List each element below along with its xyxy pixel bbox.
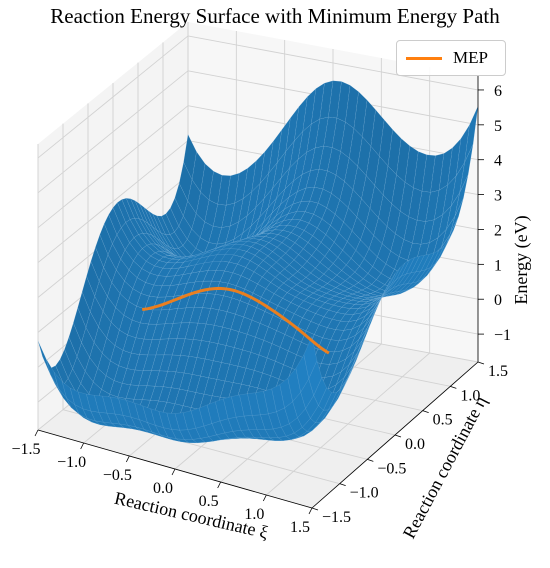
eta-tick-label: −1.5	[322, 509, 351, 526]
xi-tick-labels: −1.5 −1.0 −0.5 0.0 0.5 1.0 1.5	[11, 429, 313, 536]
xi-tick-mark	[34, 429, 39, 437]
surface-facet	[395, 259, 410, 280]
chart-title: Reaction Energy Surface with Minimum Ene…	[50, 4, 500, 28]
energy-tick-labels: −1 0 1 2 3 4 5 6	[478, 83, 511, 344]
xi-tick-label: 1.5	[290, 519, 310, 536]
xi-tick-label: −1.0	[57, 454, 86, 471]
xi-tick-mark	[262, 494, 267, 502]
eta-tick-label: 1.0	[460, 387, 480, 404]
xi-tick-mark	[125, 455, 130, 463]
grid-left-z	[37, 105, 189, 229]
surface-facet	[303, 335, 318, 380]
energy-axis-label: Energy (eV)	[511, 215, 532, 304]
surface-facet	[459, 144, 474, 193]
legend-swatch-mep	[406, 57, 442, 60]
energy-tick-label: 2	[494, 222, 502, 239]
energy-tick-label: 3	[494, 188, 502, 205]
mep-line	[142, 286, 330, 355]
legend-label-mep: MEP	[453, 48, 488, 67]
xi-tick-mark	[80, 442, 85, 450]
surface-facet	[449, 198, 464, 235]
energy-tick-label: 4	[494, 153, 502, 170]
surface-facet	[381, 273, 396, 298]
grid-left-z	[37, 35, 189, 159]
eta-tick-label: 1.5	[488, 363, 508, 380]
eta-tick-mark	[450, 385, 457, 389]
eta-tick-mark	[311, 507, 319, 511]
eta-tick-label: −0.5	[377, 460, 406, 477]
surface-facet	[435, 239, 449, 264]
grid-left-z	[37, 140, 189, 263]
surface-facet	[415, 254, 430, 273]
energy-tick-label: −1	[494, 327, 511, 344]
surface-facet	[347, 348, 361, 378]
grid-left-z	[37, 70, 189, 194]
surface-facet	[425, 250, 440, 271]
surface-facet	[367, 300, 381, 328]
surface-facet	[430, 246, 444, 268]
xi-tick-label: −1.5	[11, 441, 40, 458]
eta-tick-mark	[367, 458, 374, 462]
xi-tick-label: 0.0	[153, 480, 173, 497]
eta-tick-label: −1.0	[350, 485, 379, 502]
eta-tick-mark	[477, 361, 485, 365]
grid-back-z	[187, 35, 479, 91]
eta-tick-mark	[422, 410, 429, 414]
energy-tick-label: 6	[494, 83, 502, 100]
eta-tick-mark	[394, 434, 402, 438]
surface-facet	[410, 254, 425, 273]
mep-path	[142, 286, 330, 355]
surface-facet	[371, 290, 386, 317]
xi-tick-mark	[217, 481, 222, 489]
energy-tick-label: 1	[494, 257, 502, 274]
surface-facet	[313, 377, 327, 406]
legend: MEP	[396, 40, 506, 76]
energy-tick-label: 5	[494, 118, 502, 135]
surface-facet	[333, 381, 347, 406]
eta-tick-label: 0.5	[433, 412, 453, 429]
xi-tick-mark	[308, 507, 313, 515]
surface-facet	[400, 257, 415, 277]
surface-facet	[454, 174, 469, 217]
eta-tick-labels: −1.5 −1.0 −0.5 0.0 0.5 1.0 1.5	[311, 361, 508, 526]
eta-tick-label: 0.0	[405, 436, 425, 453]
energy-tick-label: 0	[494, 292, 502, 309]
xi-tick-label: −0.5	[103, 467, 132, 484]
xi-tick-label: 1.0	[244, 506, 264, 523]
xi-tick-label: 0.5	[199, 493, 219, 510]
xi-tick-mark	[171, 468, 176, 476]
surface-facet	[352, 336, 366, 366]
eta-tick-mark	[339, 483, 346, 487]
